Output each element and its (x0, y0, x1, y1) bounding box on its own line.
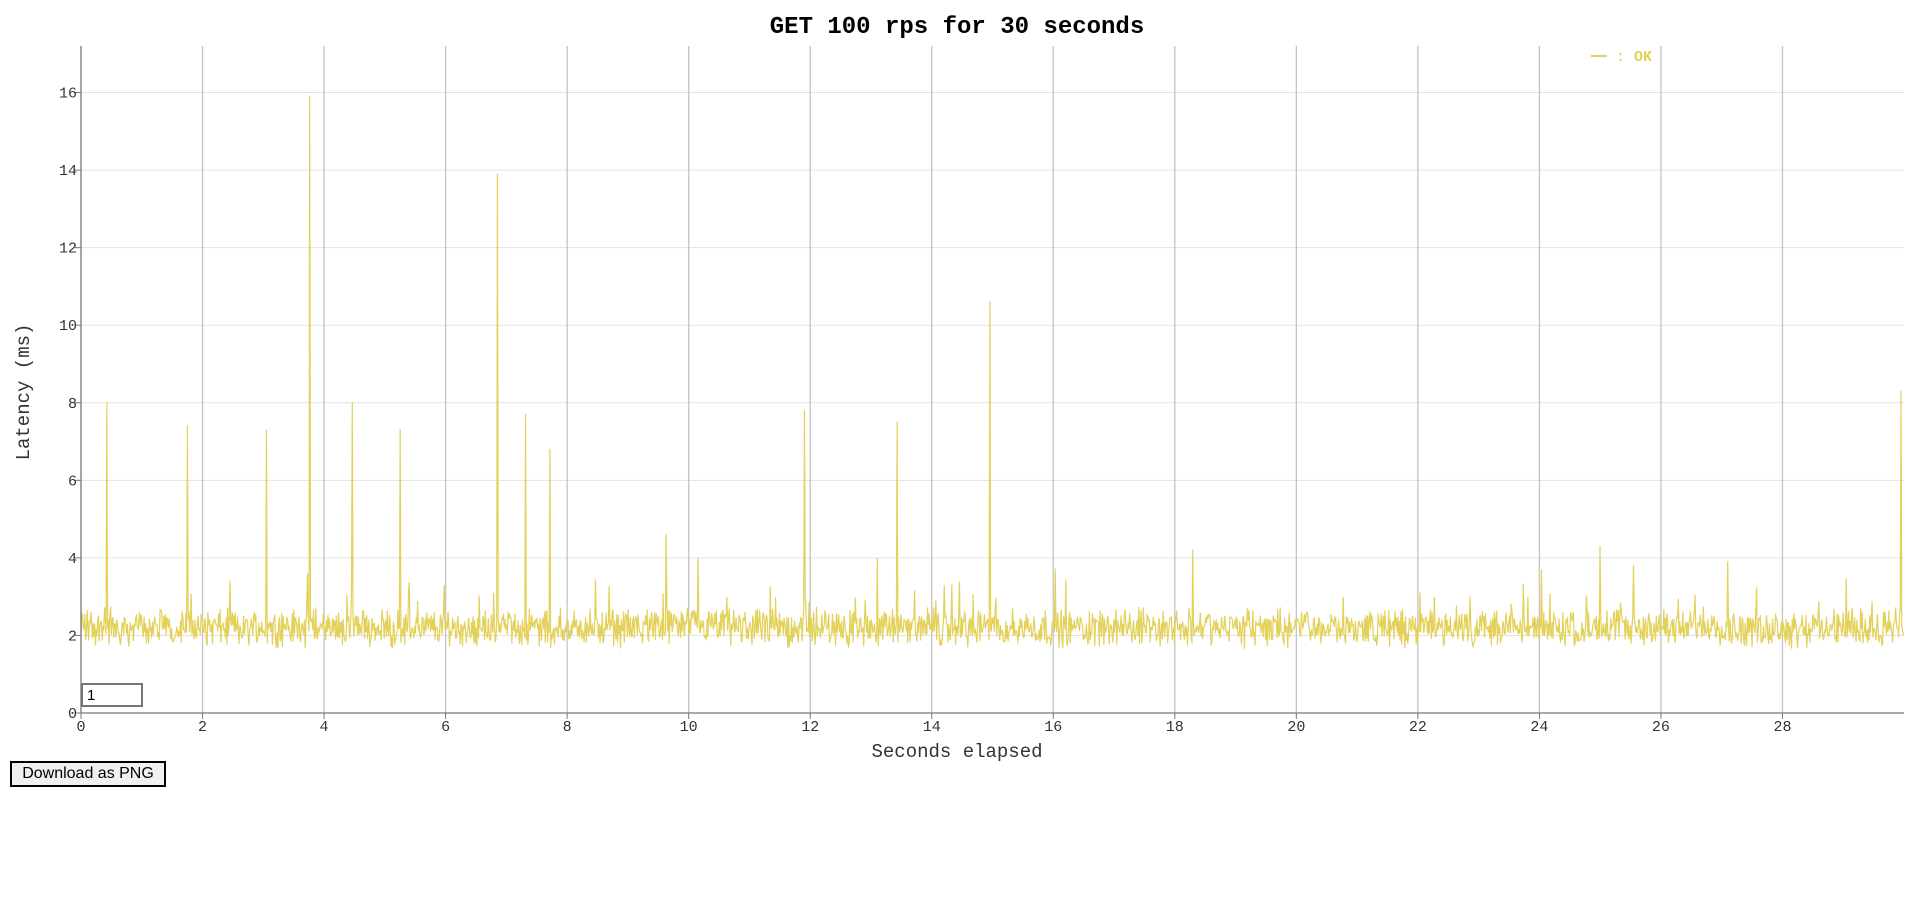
x-tick-label: 20 (1287, 719, 1305, 736)
window-size-input[interactable] (81, 683, 143, 707)
chart-title: GET 100 rps for 30 seconds (770, 14, 1144, 41)
x-tick-label: 6 (441, 719, 450, 736)
y-tick-label: 12 (59, 241, 77, 258)
y-tick-label: 6 (68, 473, 77, 490)
grid (81, 46, 1904, 713)
x-tick-label: 10 (680, 719, 698, 736)
series-layer (80, 95, 1905, 649)
x-tick-label: 2 (198, 719, 207, 736)
x-axis-label: Seconds elapsed (871, 741, 1042, 763)
x-tick-label: 14 (923, 719, 941, 736)
y-tick-label: 0 (68, 706, 77, 723)
x-tick-label: 22 (1409, 719, 1427, 736)
x-tick-label: 16 (1044, 719, 1062, 736)
y-tick-label: 14 (59, 163, 77, 180)
y-tick-label: 16 (59, 86, 77, 103)
y-tick-label: 8 (68, 396, 77, 413)
x-tick-label: 0 (76, 719, 85, 736)
download-png-button[interactable]: Download as PNG (10, 761, 166, 787)
legend: : OK (1591, 49, 1652, 66)
x-tick-label: 12 (801, 719, 819, 736)
x-tick-label: 28 (1773, 719, 1791, 736)
y-tick-label: 4 (68, 551, 77, 568)
x-tick-label: 4 (320, 719, 329, 736)
y-tick-label: 2 (68, 628, 77, 645)
x-tick-label: 18 (1166, 719, 1184, 736)
legend-label: : OK (1616, 49, 1652, 66)
x-tick-label: 26 (1652, 719, 1670, 736)
y-tick-label: 10 (59, 318, 77, 335)
y-axis-label: Latency (ms) (13, 324, 35, 461)
latency-series-line (80, 95, 1905, 649)
x-tick-label: 24 (1530, 719, 1548, 736)
x-tick-label: 8 (563, 719, 572, 736)
